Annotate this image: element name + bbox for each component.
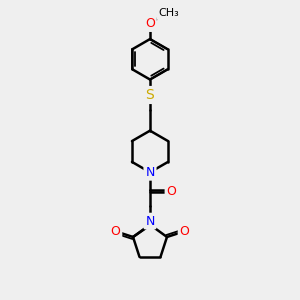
Text: N: N xyxy=(145,214,155,228)
Text: O: O xyxy=(167,185,176,198)
Text: CH₃: CH₃ xyxy=(158,8,179,19)
Text: O: O xyxy=(145,17,155,30)
Text: O: O xyxy=(111,225,120,238)
Text: N: N xyxy=(145,166,155,179)
Text: O: O xyxy=(180,225,189,238)
Text: S: S xyxy=(146,88,154,102)
